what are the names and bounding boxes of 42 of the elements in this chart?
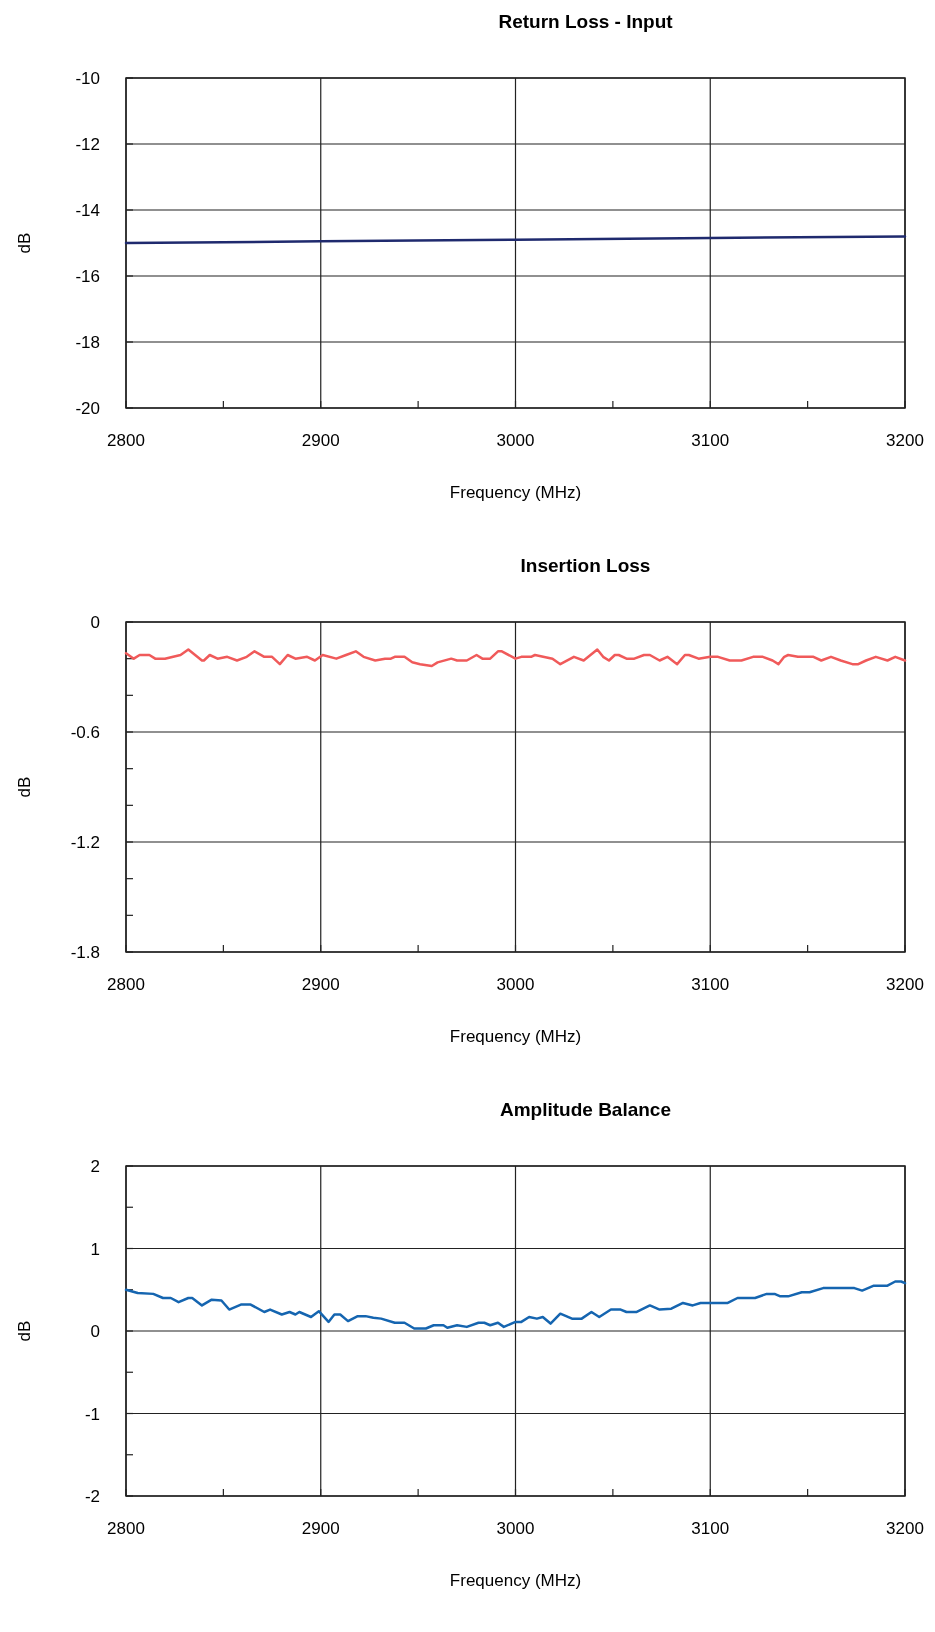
line-series <box>124 648 907 668</box>
y-tick-label: 0 <box>90 1322 100 1341</box>
x-tick-label: 2800 <box>107 975 145 994</box>
y-tick-label: 0 <box>90 613 100 632</box>
y-tick-label: -20 <box>75 399 100 418</box>
x-tick-label: 3100 <box>691 431 730 450</box>
y-tick-label: -1 <box>84 1404 100 1424</box>
line-series <box>124 1280 907 1330</box>
y-axis-title: dB <box>15 232 34 254</box>
x-tick-label: 2900 <box>301 431 340 450</box>
chart-title: Insertion Loss <box>520 555 651 576</box>
x-axis-title: Frequency (MHz) <box>449 1027 582 1046</box>
x-tick-label: 3100 <box>691 975 730 994</box>
y-tick-label: 2 <box>90 1157 100 1176</box>
x-tick-label: 3200 <box>886 975 924 994</box>
x-tick-label: 2900 <box>301 975 340 994</box>
x-tick-label: 3000 <box>496 1519 535 1538</box>
y-tick-label: -2 <box>84 1487 100 1506</box>
y-tick-label: 1 <box>90 1239 100 1259</box>
y-axis-title: dB <box>15 776 34 798</box>
x-tick-label: 2800 <box>107 1519 145 1538</box>
x-tick-label: 2800 <box>107 431 145 450</box>
y-tick-label: -12 <box>75 135 100 154</box>
y-tick-label: -0.6 <box>70 723 100 742</box>
line-series <box>124 235 907 245</box>
y-tick-label: -1.8 <box>70 943 100 962</box>
y-tick-label: -14 <box>75 201 100 220</box>
y-tick-label: -18 <box>75 333 100 352</box>
x-tick-label: 3000 <box>496 431 535 450</box>
x-axis-title: Frequency (MHz) <box>449 1571 582 1590</box>
x-tick-label: 3200 <box>886 1519 924 1538</box>
y-tick-label: -10 <box>75 69 100 88</box>
x-tick-label: 3200 <box>886 431 924 450</box>
chart-title: Return Loss - Input <box>498 11 674 32</box>
x-tick-label: 3100 <box>691 1519 730 1538</box>
y-tick-label: -16 <box>75 267 100 286</box>
x-tick-label: 2900 <box>301 1519 340 1538</box>
x-tick-label: 3000 <box>496 975 535 994</box>
y-axis-title: dB <box>15 1320 34 1342</box>
y-tick-label: -1.2 <box>70 833 100 852</box>
chart-title: Amplitude Balance <box>499 1099 672 1120</box>
x-axis-title: Frequency (MHz) <box>449 483 582 502</box>
